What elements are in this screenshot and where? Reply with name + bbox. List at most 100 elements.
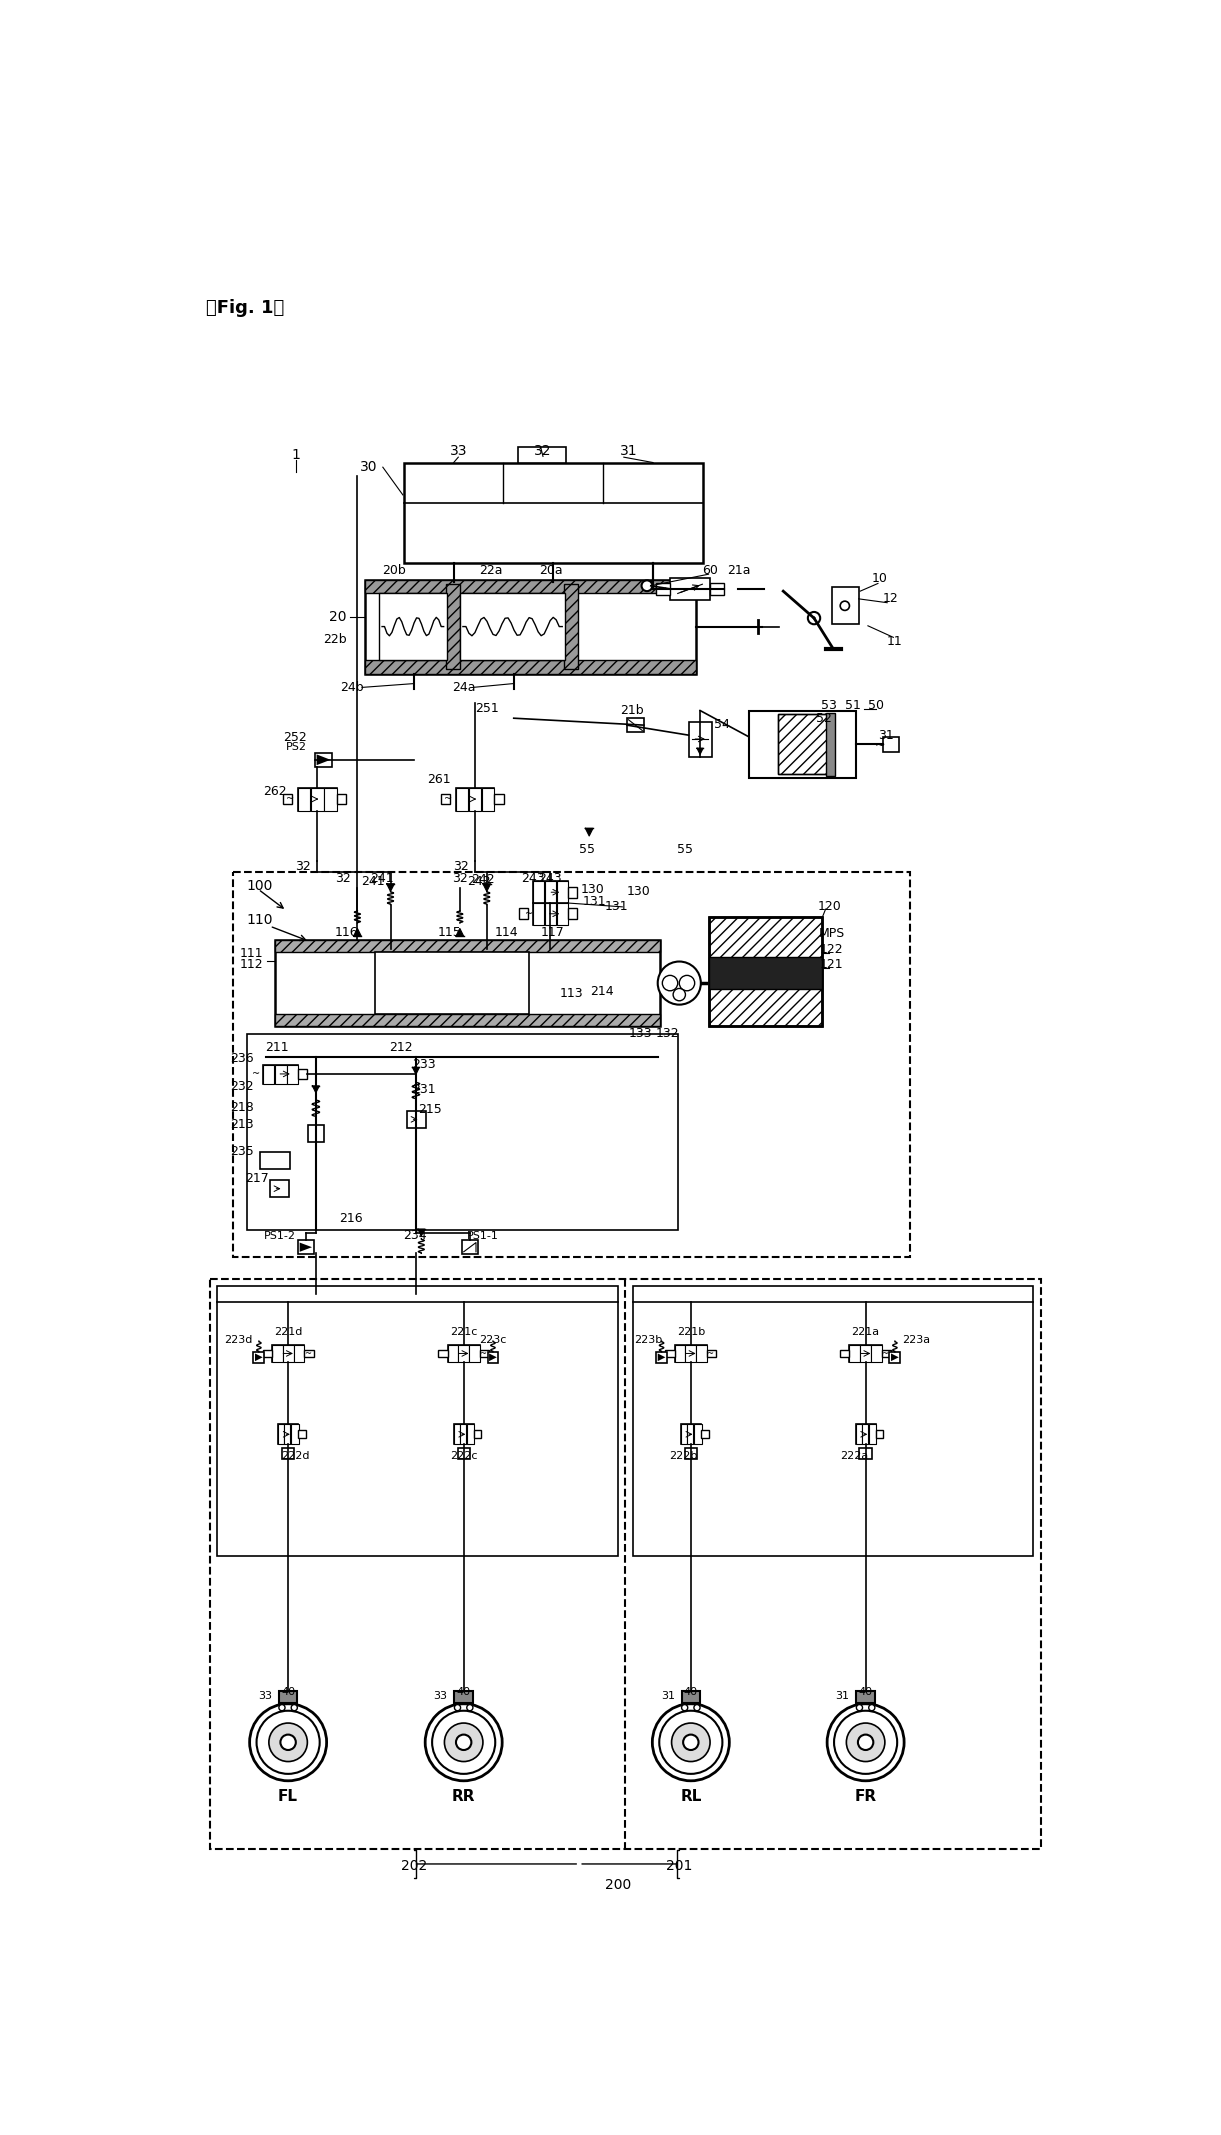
Polygon shape xyxy=(697,747,703,754)
Bar xyxy=(264,1065,298,1085)
Bar xyxy=(656,1351,667,1362)
Text: 12: 12 xyxy=(883,591,899,606)
Bar xyxy=(557,882,568,903)
Bar xyxy=(696,1345,707,1362)
Text: 114: 114 xyxy=(495,927,518,939)
Circle shape xyxy=(281,1734,295,1751)
Bar xyxy=(404,463,703,564)
Circle shape xyxy=(269,1723,308,1761)
Bar xyxy=(861,1345,871,1362)
Bar xyxy=(311,788,324,811)
Circle shape xyxy=(652,1704,729,1781)
Text: 40: 40 xyxy=(281,1687,295,1697)
Bar xyxy=(365,579,696,594)
Bar xyxy=(264,1065,275,1085)
Bar xyxy=(534,882,543,903)
Circle shape xyxy=(846,1723,885,1761)
Text: 40: 40 xyxy=(684,1687,698,1697)
Bar xyxy=(272,1345,304,1362)
Bar xyxy=(868,1424,877,1443)
Bar xyxy=(675,1345,685,1362)
Text: 243: 243 xyxy=(521,871,545,884)
Text: 33: 33 xyxy=(433,1691,448,1702)
Bar xyxy=(275,939,661,1027)
Text: 222a: 222a xyxy=(840,1452,868,1460)
Bar xyxy=(519,446,567,463)
Bar xyxy=(283,794,292,805)
Text: 40: 40 xyxy=(457,1687,471,1697)
Bar xyxy=(298,1070,308,1080)
Bar xyxy=(298,1240,314,1253)
Bar xyxy=(325,788,337,811)
Bar xyxy=(482,788,495,811)
Text: ~: ~ xyxy=(659,583,667,594)
Bar xyxy=(708,916,823,1027)
Circle shape xyxy=(454,1704,460,1710)
Text: 215: 215 xyxy=(418,1104,442,1117)
Text: 122: 122 xyxy=(821,944,844,956)
Text: 221b: 221b xyxy=(676,1326,705,1337)
Circle shape xyxy=(455,1734,471,1751)
Text: 131: 131 xyxy=(582,895,607,907)
Text: 213: 213 xyxy=(231,1119,254,1132)
Bar xyxy=(308,1125,324,1142)
Text: MPS: MPS xyxy=(818,927,845,939)
Text: ~: ~ xyxy=(882,1349,889,1358)
Text: 222d: 222d xyxy=(282,1452,310,1460)
Text: 21a: 21a xyxy=(726,564,751,576)
Text: 200: 200 xyxy=(604,1879,631,1892)
Bar xyxy=(708,916,823,1027)
Bar xyxy=(534,882,568,903)
Bar xyxy=(462,1240,477,1253)
Text: 31: 31 xyxy=(619,444,637,459)
Bar xyxy=(263,1349,272,1358)
Bar xyxy=(480,1349,490,1358)
Circle shape xyxy=(694,1704,700,1710)
Bar xyxy=(247,1033,678,1230)
Text: 201: 201 xyxy=(667,1857,692,1872)
Text: 251: 251 xyxy=(475,702,498,715)
Bar xyxy=(283,1345,293,1362)
Text: 223c: 223c xyxy=(480,1334,507,1345)
Bar xyxy=(681,1424,701,1443)
Text: 32: 32 xyxy=(295,860,311,873)
Bar xyxy=(850,1345,861,1362)
Polygon shape xyxy=(255,1354,263,1362)
Text: 262: 262 xyxy=(263,786,287,798)
Text: 131: 131 xyxy=(604,901,628,914)
Bar xyxy=(365,579,696,673)
Bar xyxy=(454,1691,473,1704)
Bar xyxy=(460,1424,466,1443)
Bar xyxy=(278,1691,298,1704)
Bar xyxy=(448,1345,458,1362)
Text: 232: 232 xyxy=(231,1080,254,1093)
Bar xyxy=(298,1430,305,1439)
Bar xyxy=(856,1424,875,1443)
Text: 235: 235 xyxy=(231,1144,254,1157)
Text: ~: ~ xyxy=(874,739,885,752)
Text: 112: 112 xyxy=(239,959,264,971)
Text: 24b: 24b xyxy=(341,681,364,694)
Bar xyxy=(379,594,447,660)
Text: 33: 33 xyxy=(258,1691,272,1702)
Text: 120: 120 xyxy=(818,901,841,914)
Bar xyxy=(210,1279,1042,1849)
Text: 211: 211 xyxy=(265,1042,289,1055)
Circle shape xyxy=(641,581,652,591)
Bar xyxy=(282,1448,294,1458)
Bar xyxy=(557,903,568,924)
Bar xyxy=(681,1424,687,1443)
Bar xyxy=(455,788,495,811)
Bar xyxy=(626,717,643,732)
Bar xyxy=(778,715,828,775)
Text: 214: 214 xyxy=(591,984,614,997)
Circle shape xyxy=(278,1704,284,1710)
Circle shape xyxy=(432,1710,496,1774)
Bar xyxy=(474,1430,481,1439)
Bar xyxy=(454,1424,474,1443)
Text: 222c: 222c xyxy=(449,1452,477,1460)
Bar xyxy=(778,715,828,775)
Polygon shape xyxy=(354,929,361,935)
Text: 233: 233 xyxy=(411,1059,436,1072)
Bar xyxy=(298,788,337,811)
